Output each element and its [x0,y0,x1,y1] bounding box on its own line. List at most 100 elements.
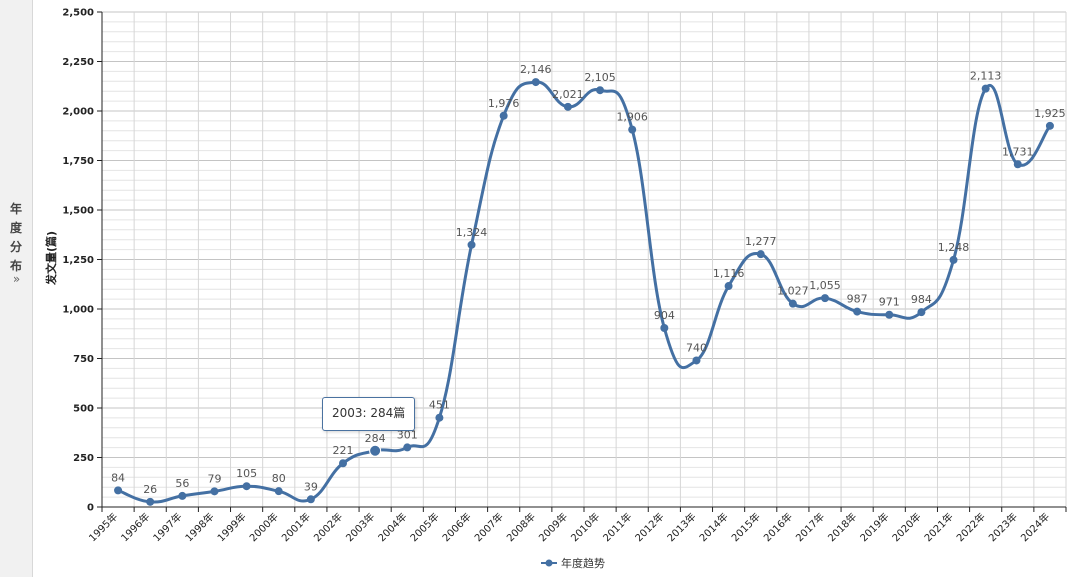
data-label: 1,116 [713,267,745,280]
y-tick-label: 2,000 [62,107,94,118]
legend-marker [545,559,553,567]
x-tick-label: 2024年 [1018,510,1052,544]
data-label: 79 [207,472,221,485]
data-point [242,482,251,491]
data-label: 1,248 [938,241,970,254]
data-label: 740 [686,341,707,354]
data-label: 1,906 [616,111,648,124]
x-tick-label: 2013年 [664,510,698,544]
data-label: 221 [333,444,354,457]
data-point [660,324,669,333]
y-tick-label: 1,500 [62,206,94,217]
data-label: 971 [879,296,900,309]
data-point [853,307,862,316]
x-tick-label: 2023年 [986,510,1020,544]
y-tick-label: 2,250 [62,57,94,68]
data-point [210,487,219,496]
y-tick-label: 0 [87,503,94,514]
data-label: 284 [365,432,386,445]
x-tick-label: 2022年 [954,510,988,544]
data-label: 451 [429,399,450,412]
data-label: 2,146 [520,63,552,76]
data-point [114,486,123,495]
y-tick-label: 500 [73,404,94,415]
data-label: 1,925 [1034,107,1066,120]
data-point [563,102,572,111]
x-tick-label: 2007年 [472,510,506,544]
data-label: 1,277 [745,235,777,248]
data-point [1013,160,1022,169]
x-tick-label: 2012年 [632,510,666,544]
data-label: 105 [236,467,257,480]
data-point [467,240,476,249]
x-tick-label: 2000年 [247,510,281,544]
x-tick-label: 1999年 [214,510,248,544]
x-tick-label: 2008年 [504,510,538,544]
x-tick-label: 2006年 [439,510,473,544]
data-point [339,459,347,468]
y-tick-label: 750 [73,354,94,365]
x-tick-label: 2014年 [696,510,730,544]
data-label: 987 [847,293,868,306]
data-point [435,413,444,422]
data-point [628,125,637,134]
x-tick-label: 2004年 [375,510,409,544]
data-label: 984 [911,293,932,306]
data-point [178,491,187,500]
data-point [692,356,701,365]
x-tick-label: 2009年 [536,510,570,544]
chart-area: 0 250 500 750 1,000 1,250 1,500 1,750 2,000 2,250… [33,0,1071,577]
expand-chevron-icon[interactable]: » [12,272,21,286]
x-tick-label: 2019年 [857,510,891,544]
data-label: 84 [111,471,125,484]
x-tick-label: 2017年 [793,510,827,544]
data-point [274,487,283,496]
data-point [724,282,733,291]
data-point [756,250,765,259]
data-point [403,443,412,452]
sidebar-panel: 年度分布 » [0,0,33,577]
x-tick-label: 2001年 [279,510,313,544]
x-tick-label: 1995年 [86,510,120,544]
y-tick-label: 1,250 [62,255,94,266]
grid-lines [101,11,1067,508]
data-point [788,299,797,308]
data-point [531,78,540,87]
data-label: 1,324 [456,226,488,239]
data-point [885,310,894,319]
data-label: 301 [397,428,418,441]
data-label: 39 [304,480,318,493]
data-label: 56 [175,477,189,490]
y-tick-label: 1,000 [62,305,94,316]
x-tick-label: 2011年 [600,510,634,544]
x-tick-label: 2010年 [568,510,602,544]
x-tick-label: 2021年 [921,510,955,544]
data-point [369,444,382,457]
data-label: 1,027 [777,285,809,298]
data-label: 2,021 [552,88,584,101]
x-tick-label: 1996年 [118,510,152,544]
data-point [821,294,829,303]
x-tick-label: 2005年 [407,510,441,544]
x-tick-label: 1997年 [150,510,184,544]
tooltip: 2003: 284篇 [322,397,416,431]
y-tick-label: 2,500 [62,8,94,19]
data-label: 2,113 [970,70,1002,83]
x-tick-label: 2015年 [729,510,763,544]
line-chart: 0 250 500 750 1,000 1,250 1,500 1,750 2,000 2,250… [44,8,1067,570]
x-tick-label: 2020年 [889,510,923,544]
sidebar-title: 年度分布 [9,202,22,273]
data-point [949,255,958,264]
x-tick-label: 1998年 [182,510,216,544]
data-point [146,497,155,506]
data-point [917,308,926,317]
y-tick-label: 250 [73,453,94,464]
data-point [499,111,508,120]
y-axis-title: 发文量(篇) [44,231,58,286]
x-tick-label: 2018年 [825,510,859,544]
data-label: 80 [272,472,286,485]
legend-label: 年度趋势 [561,556,605,570]
data-point [306,495,315,504]
data-label: 1,055 [809,279,841,292]
data-point [1045,121,1054,130]
